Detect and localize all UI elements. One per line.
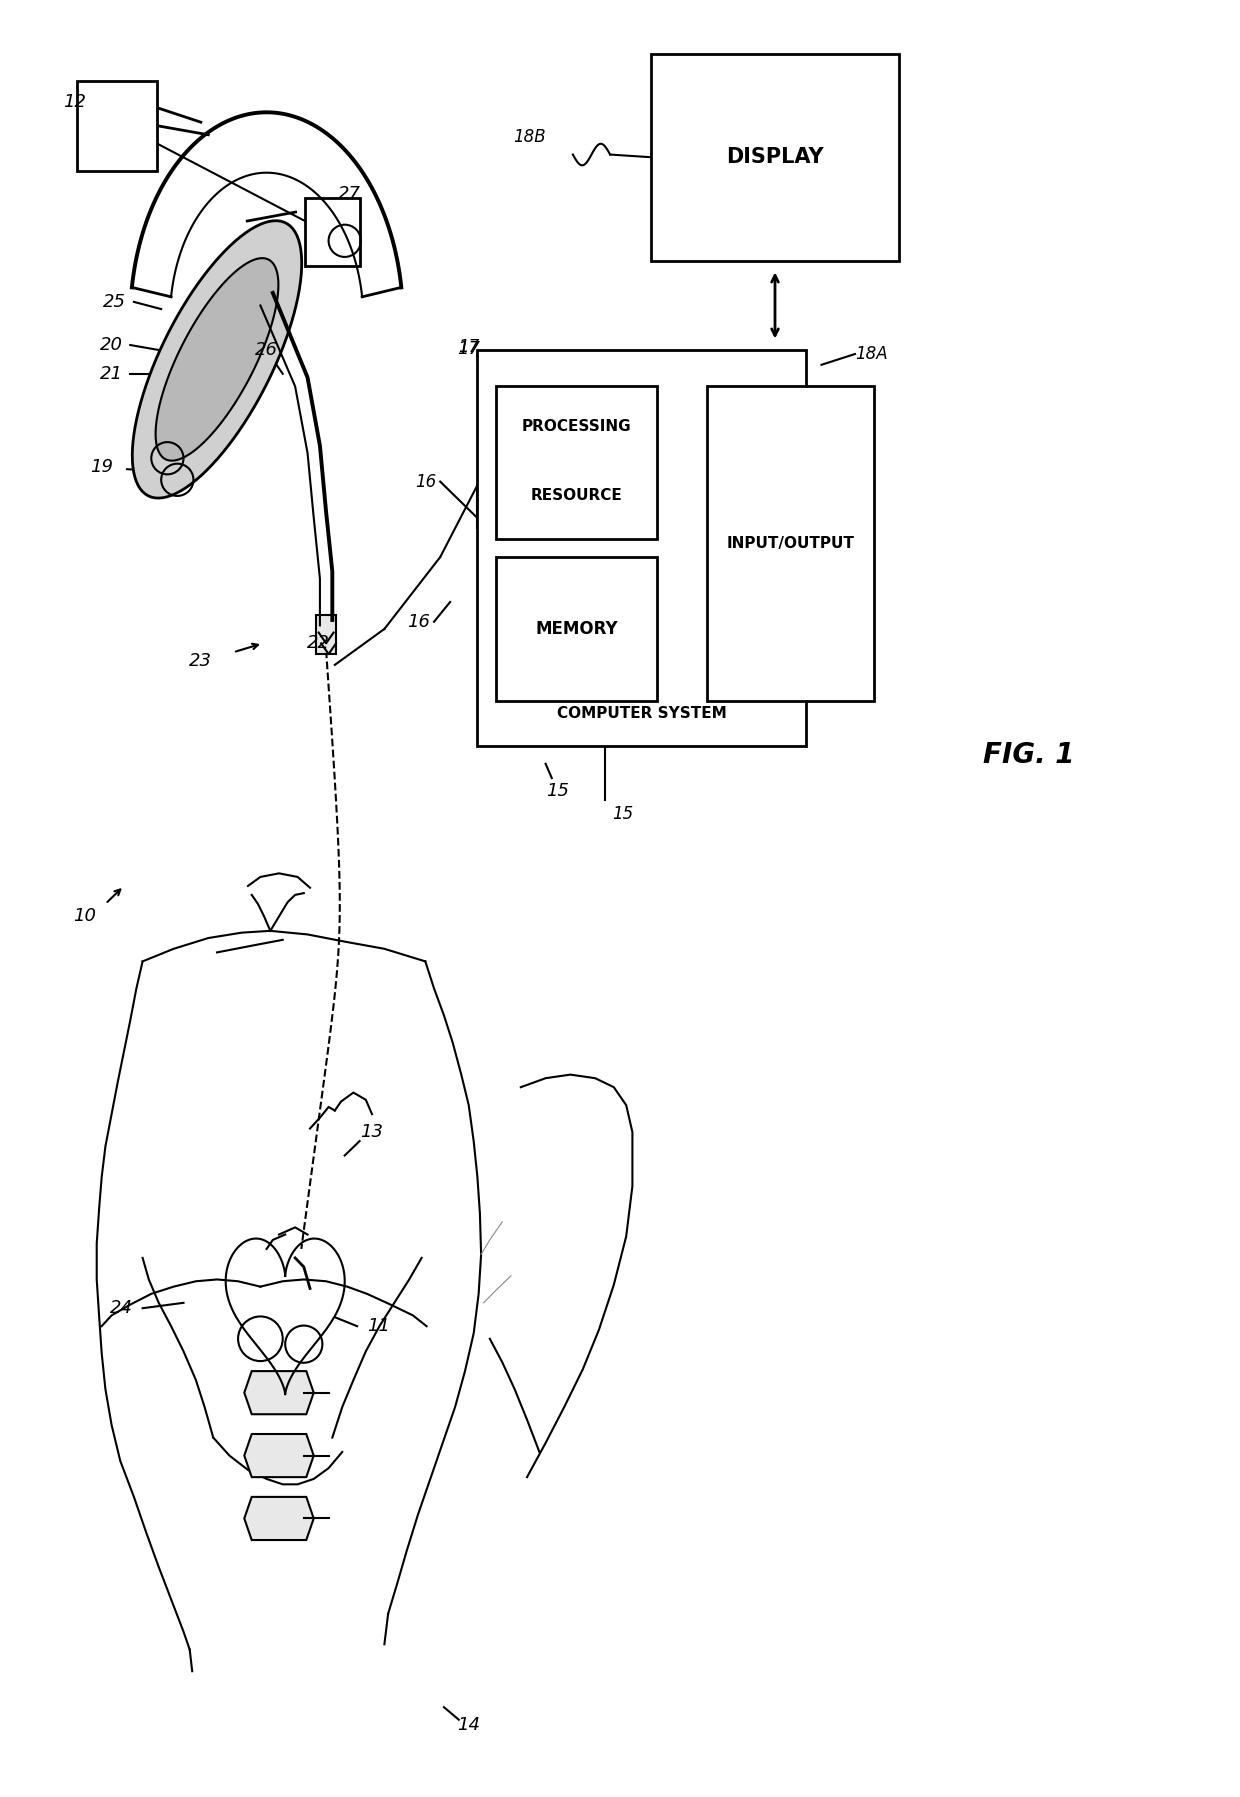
Text: COMPUTER SYSTEM: COMPUTER SYSTEM (557, 706, 727, 721)
Bar (496, 557, 657, 701)
Text: 21: 21 (100, 365, 123, 383)
Text: 13: 13 (361, 1123, 383, 1141)
Text: 22: 22 (308, 634, 330, 652)
Text: MEMORY: MEMORY (536, 620, 618, 638)
Text: 20: 20 (100, 336, 123, 354)
Text: 26: 26 (255, 341, 278, 359)
Text: 16: 16 (408, 613, 430, 631)
Text: PROCESSING: PROCESSING (522, 419, 631, 435)
Bar (651, 54, 899, 261)
Text: 18B: 18B (513, 128, 546, 146)
Text: 23: 23 (190, 652, 212, 670)
Text: 18A: 18A (854, 345, 888, 363)
Bar (477, 350, 806, 746)
Bar (707, 386, 874, 701)
Text: 10: 10 (73, 907, 95, 925)
Polygon shape (155, 259, 279, 460)
Text: 15: 15 (547, 782, 569, 800)
Bar (77, 81, 157, 171)
Text: 24: 24 (110, 1299, 133, 1317)
Text: 27: 27 (339, 185, 361, 203)
Text: FIG. 1: FIG. 1 (983, 740, 1075, 769)
Text: 14: 14 (458, 1716, 480, 1734)
Bar (496, 386, 657, 539)
Bar (305, 198, 360, 266)
Bar (316, 615, 336, 654)
Text: 25: 25 (103, 293, 125, 311)
Text: 17: 17 (458, 340, 480, 358)
Text: RESOURCE: RESOURCE (531, 487, 622, 503)
Text: 19: 19 (91, 458, 113, 476)
Polygon shape (244, 1434, 314, 1477)
Text: 16: 16 (414, 473, 436, 491)
Text: 15: 15 (613, 805, 634, 823)
Text: 11: 11 (367, 1317, 389, 1335)
Polygon shape (244, 1497, 314, 1540)
Polygon shape (133, 221, 301, 498)
Text: DISPLAY: DISPLAY (727, 147, 823, 167)
Text: 17: 17 (458, 338, 480, 356)
Text: INPUT/OUTPUT: INPUT/OUTPUT (727, 536, 854, 552)
Polygon shape (244, 1371, 314, 1414)
Text: 12: 12 (63, 93, 86, 111)
